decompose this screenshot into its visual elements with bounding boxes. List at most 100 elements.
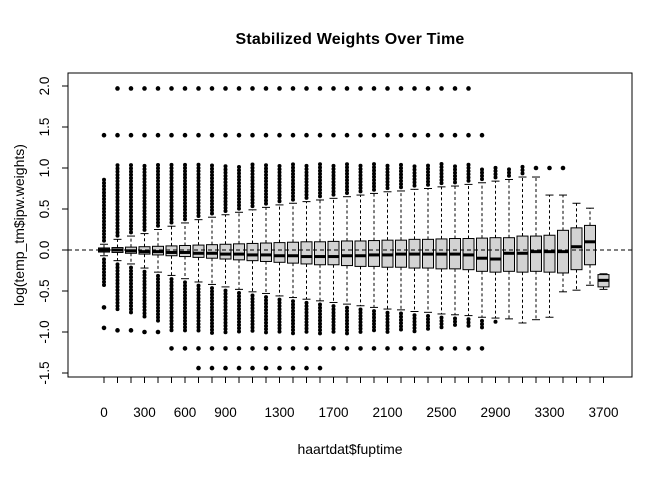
outlier-dot: [142, 202, 147, 207]
outlier-dot: [156, 166, 160, 171]
outlier-dot: [196, 290, 201, 295]
outlier-dot: [277, 183, 282, 188]
outlier-dot: [399, 178, 403, 183]
outlier-dot: [156, 179, 160, 184]
outlier-dot: [156, 182, 160, 187]
outlier-dot: [277, 323, 282, 328]
outlier-dot: [196, 213, 201, 218]
outlier-dot: [291, 181, 295, 186]
outlier-dot: [412, 177, 417, 182]
outlier-dot: [372, 318, 376, 323]
outlier-dot: [358, 323, 363, 328]
outlier-dot: [142, 167, 147, 172]
outlier-dot: [129, 185, 133, 190]
outlier-dot: [237, 319, 241, 324]
outlier-dot: [210, 298, 214, 303]
outlier-dot: [345, 321, 349, 326]
outlier-dot: [210, 295, 214, 300]
outlier-dot: [236, 346, 242, 351]
outlier-dot: [129, 227, 133, 232]
outlier-dot: [345, 175, 349, 180]
median-line: [395, 252, 407, 256]
outlier-dot: [358, 173, 363, 178]
outlier-dot: [371, 132, 377, 138]
outlier-dot: [210, 208, 214, 213]
outlier-dot: [129, 275, 133, 280]
outlier-dot: [196, 318, 201, 323]
outlier-dot: [385, 170, 390, 175]
x-tick-label: 1300: [264, 405, 294, 420]
outlier-dot: [169, 172, 174, 177]
outlier-dot: [372, 321, 376, 326]
outlier-dot: [264, 307, 268, 312]
outlier-dot: [264, 198, 268, 203]
outlier-dot: [102, 267, 106, 272]
outlier-dot: [372, 181, 376, 186]
outlier-dot: [142, 179, 147, 184]
outlier-dot: [183, 185, 187, 190]
outlier-dot: [385, 166, 390, 171]
outlier-dot: [291, 302, 295, 307]
outlier-dot: [156, 175, 160, 180]
boxplot-box: [260, 242, 272, 262]
outlier-dot: [345, 328, 349, 333]
outlier-dot: [156, 273, 160, 278]
outlier-dot: [183, 328, 187, 333]
outlier-dot: [169, 220, 174, 225]
outlier-dot: [101, 132, 107, 138]
outlier-dot: [399, 185, 403, 190]
outlier-dot: [237, 307, 241, 312]
outlier-dot: [399, 317, 403, 322]
outlier-dot: [372, 309, 376, 314]
outlier-dot: [331, 132, 336, 138]
outlier-dot: [115, 275, 120, 280]
outlier-dot: [169, 191, 174, 196]
outlier-dot: [385, 86, 390, 91]
outlier-dot: [480, 318, 484, 323]
outlier-dot: [385, 176, 390, 181]
median-line: [125, 249, 137, 253]
outlier-dot: [156, 305, 160, 310]
outlier-dot: [439, 318, 444, 323]
outlier-dot: [115, 268, 120, 273]
outlier-dot: [183, 217, 187, 222]
outlier-dot: [115, 294, 120, 299]
outlier-dot: [331, 320, 336, 325]
outlier-dot: [142, 186, 147, 191]
outlier-dot: [115, 166, 120, 171]
outlier-dot: [156, 315, 160, 320]
outlier-dot: [453, 316, 457, 321]
outlier-dot: [250, 325, 255, 330]
outlier-dot: [129, 230, 133, 235]
y-tick-label: -0.5: [37, 279, 52, 302]
outlier-dot: [156, 223, 160, 228]
outlier-dot: [115, 271, 120, 276]
outlier-dot: [115, 214, 120, 219]
outlier-dot: [237, 196, 241, 201]
outlier-dot: [169, 182, 174, 187]
outlier-dot: [115, 208, 120, 213]
outlier-dot: [345, 168, 349, 173]
outlier-dot: [264, 166, 268, 171]
outlier-dot: [237, 303, 241, 308]
boxplot-box: [314, 241, 326, 266]
outlier-dot: [169, 86, 174, 91]
boxplot-box: [219, 243, 232, 260]
outlier-dot: [426, 320, 430, 325]
outlier-dot: [385, 346, 390, 351]
outlier-dot: [426, 163, 430, 168]
median-line: [368, 253, 380, 257]
outlier-dot: [250, 181, 255, 186]
outlier-dot: [115, 281, 120, 286]
outlier-dot: [156, 214, 160, 219]
outlier-dot: [102, 184, 106, 189]
outlier-dot: [277, 326, 282, 331]
outlier-dot: [102, 216, 106, 221]
outlier-dot: [466, 178, 471, 183]
outlier-dot: [196, 165, 201, 170]
outlier-dot: [129, 198, 133, 203]
outlier-dot: [129, 284, 133, 289]
outlier-dot: [412, 325, 417, 330]
outlier-dot: [345, 184, 349, 189]
outlier-dot: [466, 320, 471, 325]
